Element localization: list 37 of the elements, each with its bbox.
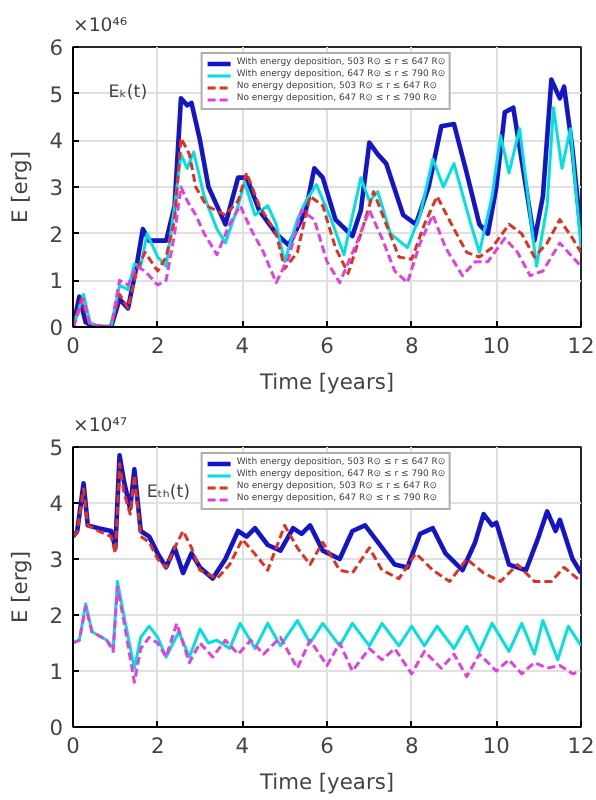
y-tick-label: 4 bbox=[49, 491, 64, 517]
x-tick-label: 10 bbox=[482, 733, 511, 759]
y-tick-label: 5 bbox=[49, 81, 63, 108]
y-tick-label: 4 bbox=[49, 128, 64, 155]
y-tick-label: 6 bbox=[49, 35, 64, 61]
x-tick-label: 2 bbox=[150, 333, 165, 359]
annotation: Eₜₕ(t) bbox=[146, 483, 190, 503]
line-series bbox=[73, 585, 581, 684]
x-tick-label: 10 bbox=[482, 333, 511, 359]
y-tick-label: 2 bbox=[49, 603, 63, 629]
y-tick-label: 5 bbox=[49, 435, 63, 461]
x-tick-label: 0 bbox=[66, 333, 81, 359]
y-tick-label: 2 bbox=[49, 221, 63, 248]
text: ×10⁴⁶ bbox=[73, 15, 128, 37]
x-axis-title: Time [years] bbox=[257, 769, 395, 795]
x-tick-label: 4 bbox=[235, 333, 250, 359]
x-tick-label: 6 bbox=[320, 333, 335, 359]
x-tick-label: 4 bbox=[235, 733, 250, 759]
x-axis-title: Time [years] bbox=[257, 369, 395, 395]
x-tick-label: 8 bbox=[404, 333, 419, 359]
x-tick-label: 0 bbox=[66, 733, 81, 759]
x-tick-label: 2 bbox=[150, 733, 165, 759]
text: ×10⁴⁷ bbox=[73, 415, 128, 437]
y-tick-label: 0 bbox=[49, 315, 64, 341]
y-tick-label: 1 bbox=[49, 659, 63, 685]
y-axis-title: E [erg] bbox=[7, 151, 34, 223]
y-axis-title: E [erg] bbox=[7, 551, 34, 623]
line-series bbox=[73, 579, 581, 670]
y-tick-label: 3 bbox=[49, 547, 63, 573]
x-tick-label: 12 bbox=[567, 333, 595, 359]
y-tick-label: 0 bbox=[49, 715, 64, 741]
x-tick-label: 12 bbox=[567, 733, 595, 759]
x-tick-label: 6 bbox=[320, 733, 335, 759]
y-tick-label: 1 bbox=[49, 268, 63, 295]
y-tick-label: 3 bbox=[49, 175, 63, 201]
x-tick-label: 8 bbox=[404, 733, 419, 759]
annotation: Eₖ(t) bbox=[108, 83, 148, 103]
